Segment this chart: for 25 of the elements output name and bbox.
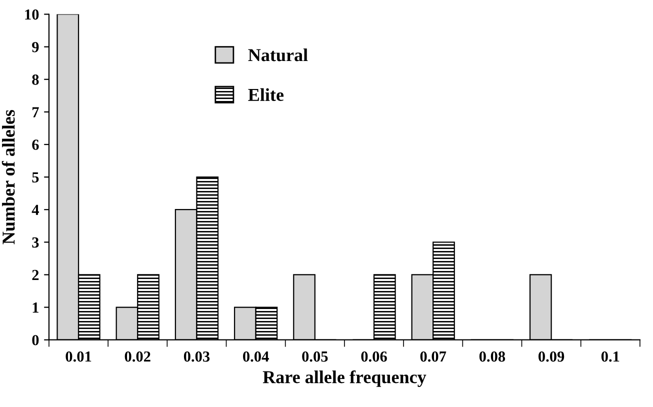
y-tick-label: 3 [32, 237, 39, 248]
y-tick-label: 9 [32, 42, 39, 52]
legend-label: Natural [248, 48, 308, 62]
y-tick-label: 7 [32, 107, 39, 118]
y-tick-label: 2 [32, 270, 39, 280]
y-tick-label: 0 [32, 334, 39, 346]
x-tick-label: 0.07 [420, 351, 446, 362]
x-tick-label: 0.09 [538, 351, 564, 362]
y-axis-title: Number of alleles [2, 110, 15, 244]
x-axis-title: Rare allele frequency [262, 370, 426, 387]
y-tick-label: 4 [32, 204, 39, 215]
y-tick-label: 6 [32, 140, 39, 150]
y-tick-label: 1 [32, 302, 38, 313]
x-tick-label: 0.03 [184, 351, 210, 362]
y-tick-label: 8 [32, 74, 39, 85]
x-tick-label: 0.1 [601, 351, 620, 362]
x-tick-label: 0.08 [479, 351, 506, 362]
y-tick-label: 10 [25, 9, 39, 20]
y-tick-label: 5 [32, 172, 39, 182]
x-tick-label: 0.04 [243, 351, 269, 362]
legend-label: Elite [248, 88, 284, 101]
x-tick-label: 0.02 [124, 351, 150, 362]
x-tick-label: 0.01 [66, 351, 92, 362]
x-tick-label: 0.05 [302, 351, 328, 362]
x-tick-label: 0.06 [361, 351, 387, 362]
